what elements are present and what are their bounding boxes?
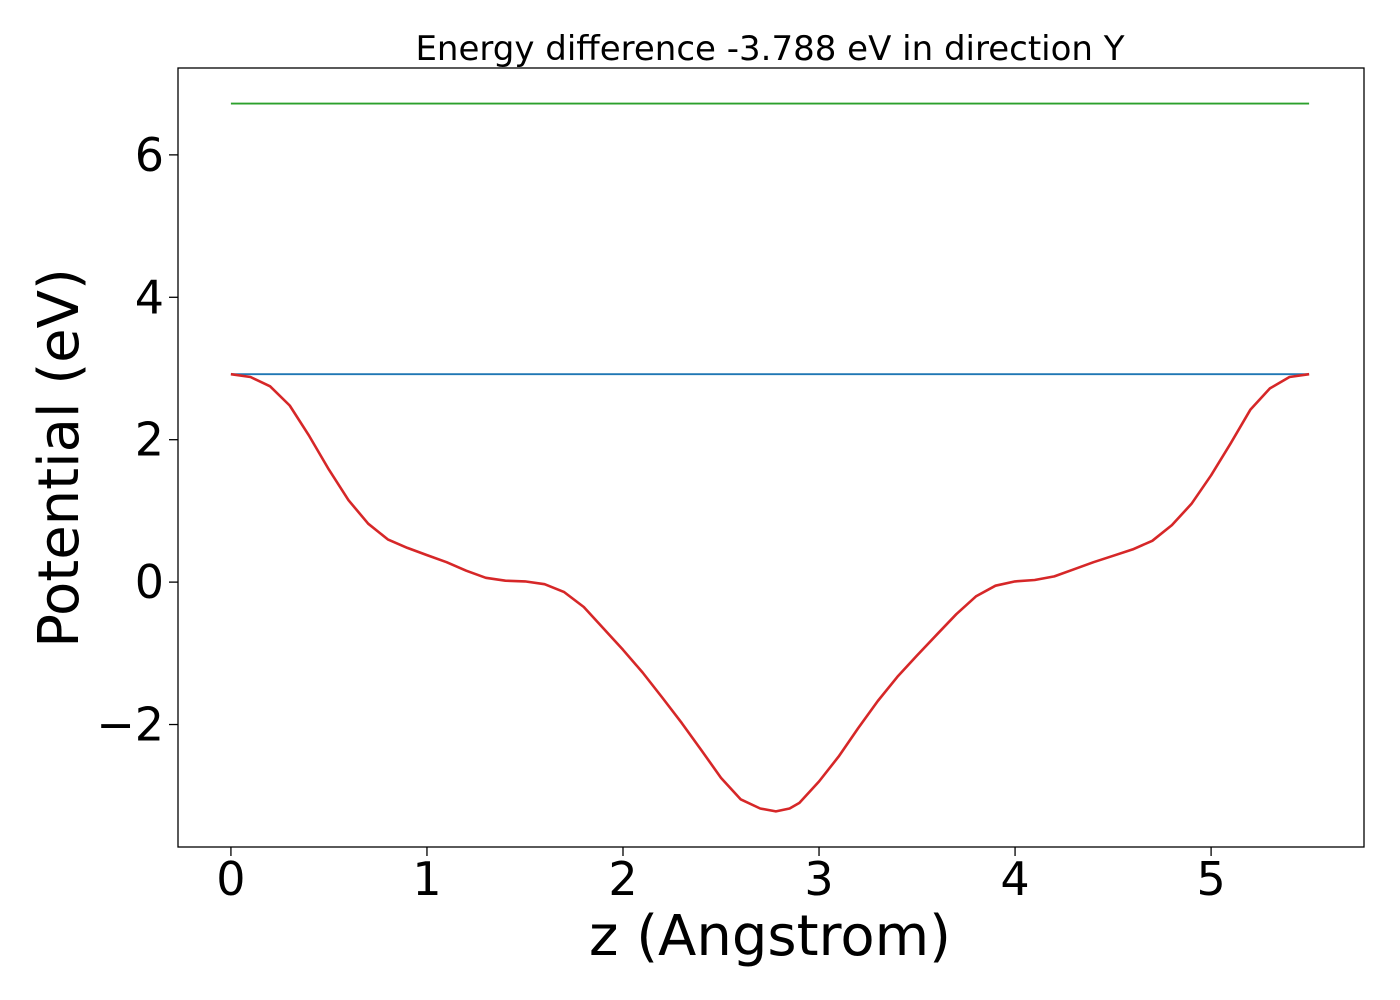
y-axis-label: Potential (eV) (27, 268, 92, 648)
plot-frame (177, 67, 1365, 848)
plot-area (230, 102, 1310, 813)
chart-title: Energy difference -3.788 eV in direction… (415, 29, 1124, 69)
x-axis: 0 1 2 3 4 5 (216, 847, 1226, 906)
x-tick-label: 4 (1000, 852, 1029, 906)
y-tick-label: 0 (135, 555, 164, 609)
x-tick-label: 3 (804, 852, 833, 906)
y-axis: −2 0 2 4 6 (96, 128, 178, 752)
y-tick-label: 4 (135, 270, 164, 324)
y-tick-label: 6 (135, 128, 164, 182)
x-axis-label: z (Angstrom) (589, 904, 951, 969)
series-line-2 (230, 372, 1310, 813)
y-tick-label: −2 (96, 698, 164, 752)
x-tick-label: 2 (608, 852, 637, 906)
y-tick-label: 2 (135, 413, 164, 467)
x-tick-label: 1 (412, 852, 441, 906)
x-tick-label: 5 (1196, 852, 1225, 906)
x-tick-label: 0 (216, 852, 245, 906)
